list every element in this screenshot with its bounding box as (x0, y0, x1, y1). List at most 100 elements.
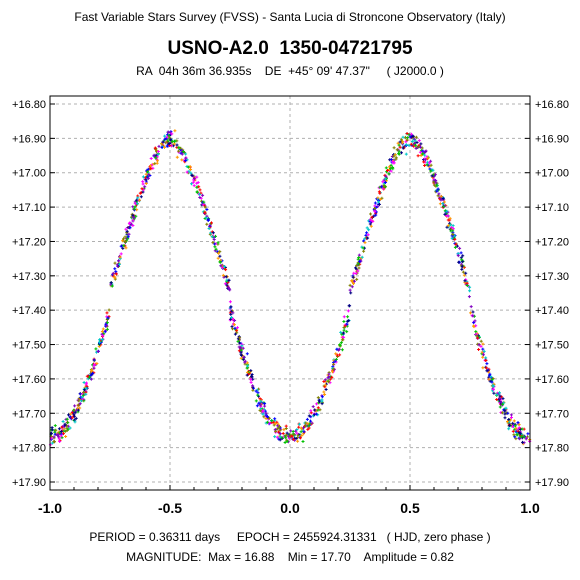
data-point (401, 146, 405, 150)
data-point (423, 153, 427, 157)
data-point (397, 152, 401, 156)
data-point (397, 149, 401, 153)
y-tick-label: +17.40 (535, 305, 569, 317)
data-point (507, 418, 511, 421)
data-point (296, 439, 300, 443)
data-point (361, 246, 365, 250)
data-point (517, 426, 521, 430)
data-point (355, 264, 359, 268)
data-point (481, 355, 485, 359)
data-point (404, 140, 408, 144)
data-point (468, 285, 472, 289)
data-point (442, 200, 446, 204)
data-point (324, 388, 328, 391)
y-tick-label: +17.10 (12, 202, 46, 214)
data-point (53, 424, 57, 428)
data-point (451, 232, 455, 236)
data-point (430, 174, 434, 178)
data-point (404, 152, 408, 156)
data-point (254, 399, 258, 403)
data-point (189, 171, 193, 175)
data-point (168, 136, 172, 140)
data-point (168, 142, 172, 145)
y-tick-label: +17.00 (12, 168, 46, 180)
data-point (302, 430, 306, 434)
data-point (350, 279, 354, 283)
data-point (98, 340, 101, 344)
data-point (357, 262, 361, 266)
data-point (239, 352, 243, 356)
data-point (461, 270, 465, 274)
data-point (90, 369, 93, 373)
data-point (316, 406, 320, 410)
data-point (231, 311, 235, 315)
data-point (423, 158, 427, 162)
data-point (394, 156, 398, 160)
data-point (106, 316, 110, 320)
data-point (363, 241, 367, 245)
data-point (328, 377, 332, 381)
data-point (436, 194, 440, 198)
data-point (445, 225, 449, 229)
data-point (278, 438, 282, 442)
data-point (464, 271, 468, 275)
data-point (381, 180, 385, 184)
data-point (121, 239, 124, 243)
data-point (57, 437, 61, 441)
data-point (227, 287, 231, 291)
data-point (508, 423, 512, 427)
data-point (206, 217, 210, 221)
data-point (278, 432, 282, 436)
data-point (126, 235, 130, 239)
data-point (299, 430, 303, 434)
data-point (77, 403, 81, 407)
y-tick-label: +17.70 (535, 408, 569, 420)
data-point (363, 237, 367, 241)
data-point (331, 370, 334, 374)
data-point (454, 242, 458, 246)
star-coordinates: RA 04h 36m 36.935s DE +45° 09' 47.37" ( … (136, 64, 444, 78)
data-point (324, 383, 328, 387)
data-point (420, 146, 424, 150)
data-point (352, 282, 355, 286)
data-point (101, 327, 105, 331)
data-point (84, 382, 88, 386)
data-point (465, 284, 469, 287)
data-point (92, 366, 96, 370)
data-point (73, 404, 77, 408)
data-point (110, 284, 114, 288)
data-point (181, 150, 185, 154)
data-point (68, 415, 72, 419)
data-point (297, 425, 301, 429)
data-point (272, 420, 276, 424)
data-point (356, 269, 360, 273)
data-point (367, 228, 371, 232)
data-point (416, 154, 420, 158)
data-point (105, 321, 109, 325)
data-point (397, 143, 401, 147)
data-point (441, 197, 445, 200)
x-tick-labels: -1.0 -0.5 0.0 0.5 1.0 (38, 500, 540, 516)
data-point (195, 175, 199, 179)
y-tick-label: +17.20 (535, 236, 569, 248)
data-point (149, 157, 153, 160)
data-point (62, 432, 65, 436)
data-point (503, 416, 507, 420)
data-point (350, 285, 354, 289)
data-point (453, 245, 457, 249)
data-point (65, 417, 69, 421)
data-point (125, 229, 129, 233)
data-point (218, 250, 222, 254)
data-point (500, 411, 504, 415)
data-point (243, 360, 247, 364)
data-point (119, 244, 123, 248)
data-point (524, 437, 528, 441)
data-point (191, 180, 195, 184)
y-tick-label: +16.80 (12, 99, 46, 111)
data-point (442, 205, 446, 209)
data-point (214, 247, 218, 251)
data-point (332, 362, 335, 366)
data-point (482, 353, 485, 357)
data-point (131, 213, 135, 217)
data-point (107, 308, 111, 312)
